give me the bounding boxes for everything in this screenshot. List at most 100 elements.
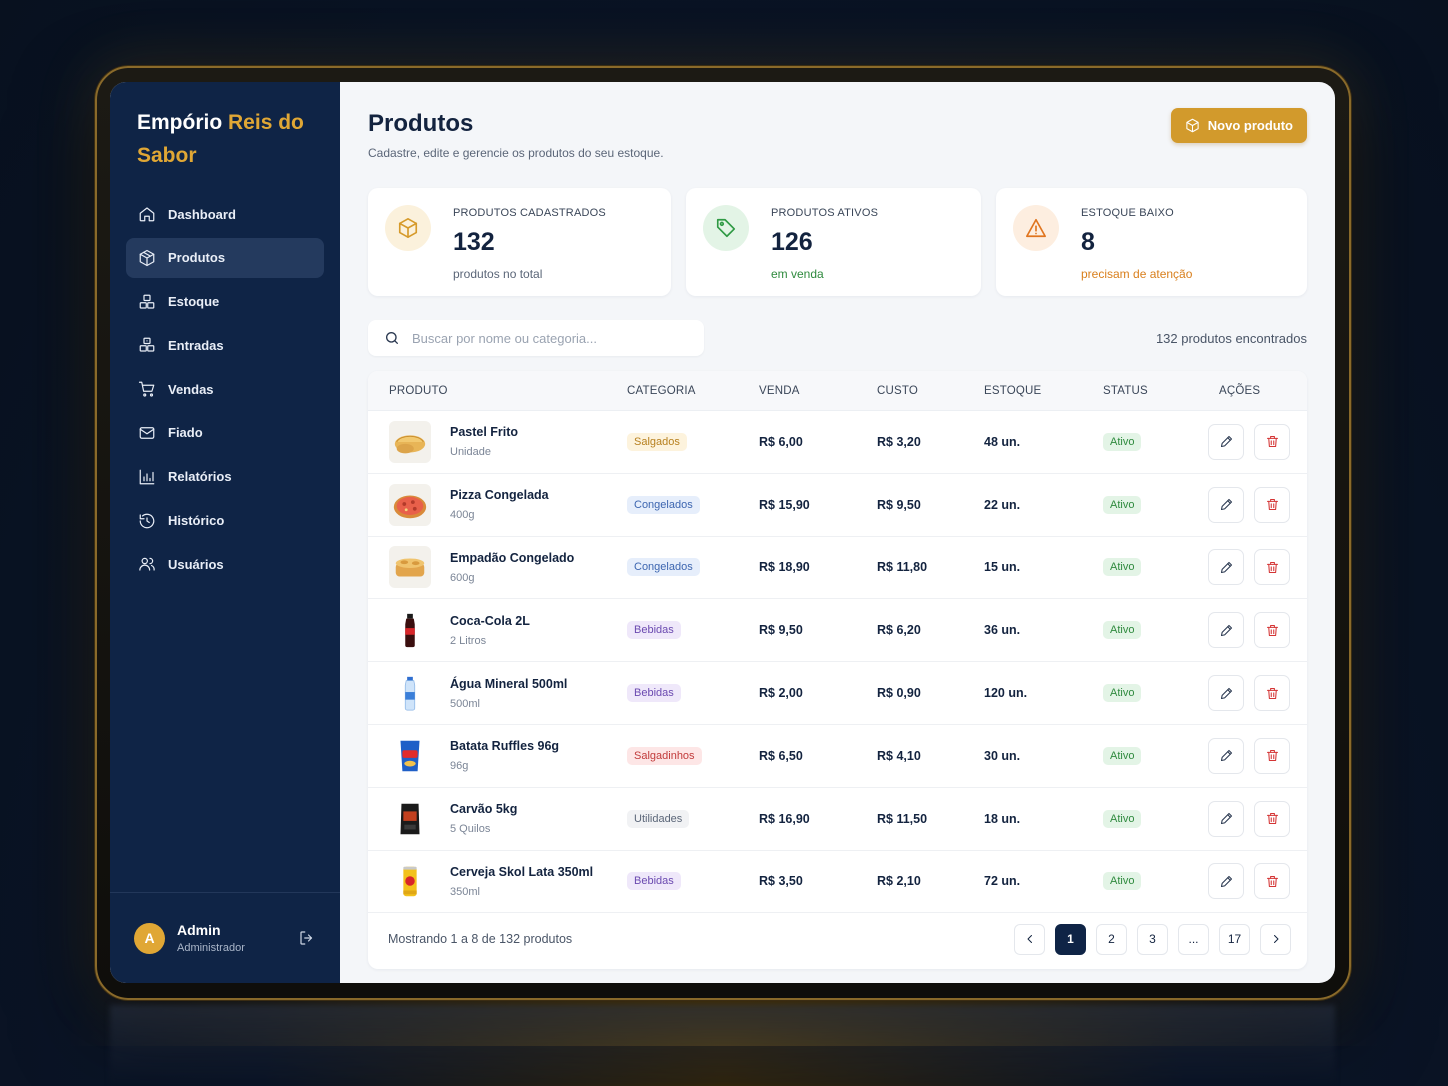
stock-cell: 72 un.: [984, 874, 1021, 889]
table-row[interactable]: Carvão 5kg 5 Quilos Utilidades R$ 16,90 …: [368, 788, 1307, 851]
brand-logo[interactable]: Empório Reis do Sabor: [110, 82, 340, 194]
delete-button[interactable]: [1254, 737, 1290, 774]
charcoal-bag-thumbnail: [389, 797, 431, 840]
page-button-1[interactable]: 1: [1055, 923, 1086, 955]
status-badge: Ativo: [1103, 621, 1142, 640]
stat-card-cadastrados: PRODUTOS CADASTRADOS 132 produtos no tot…: [368, 188, 671, 296]
brand-name-first: Empório: [137, 111, 229, 134]
column-header-venda[interactable]: VENDA: [759, 384, 800, 397]
sidebar-item-entradas[interactable]: Entradas: [126, 325, 324, 365]
status-badge: Ativo: [1103, 495, 1142, 514]
cart-icon: [138, 380, 156, 398]
sidebar-item-label: Relatórios: [168, 469, 232, 485]
pizza-thumbnail: [389, 483, 431, 526]
sidebar: Empório Reis do Sabor Dashboard Produtos…: [110, 82, 340, 983]
sidebar-item-label: Produtos: [168, 250, 226, 266]
edit-button[interactable]: [1208, 800, 1244, 837]
status-badge: Ativo: [1103, 558, 1142, 577]
sidebar-item-usuarios[interactable]: Usuários: [126, 544, 324, 584]
stock-cell: 120 un.: [984, 686, 1028, 701]
sidebar-item-fiado[interactable]: Fiado: [126, 413, 324, 453]
new-product-button[interactable]: Novo produto: [1170, 108, 1307, 143]
status-badge: Ativo: [1103, 432, 1142, 451]
page-button-2[interactable]: 2: [1096, 923, 1127, 955]
page-button-17[interactable]: 17: [1219, 923, 1250, 955]
stock-cell: 30 un.: [984, 748, 1021, 763]
delete-button[interactable]: [1254, 486, 1290, 523]
trash-icon: [1266, 561, 1278, 574]
table-row[interactable]: Batata Ruffles 96g 96g Salgadinhos R$ 6,…: [368, 725, 1307, 788]
table-row[interactable]: Empadão Congelado 600g Congelados R$ 18,…: [368, 537, 1307, 600]
chevron-left-icon: [1027, 935, 1032, 943]
column-header-categoria[interactable]: CATEGORIA: [627, 384, 696, 397]
prev-page-button[interactable]: [1014, 923, 1045, 955]
trash-icon: [1266, 499, 1278, 511]
warning-icon: [1013, 205, 1059, 251]
sidebar-item-historico[interactable]: Histórico: [126, 501, 324, 541]
edit-button[interactable]: [1208, 423, 1244, 460]
edit-button[interactable]: [1208, 549, 1244, 586]
delete-button[interactable]: [1254, 612, 1290, 649]
sidebar-item-dashboard[interactable]: Dashboard: [126, 194, 324, 234]
new-product-label: Novo produto: [1207, 118, 1293, 133]
brand-name-accent: Reis do Sabor: [137, 111, 304, 167]
users-icon: [138, 555, 156, 573]
delete-button[interactable]: [1254, 863, 1290, 900]
table-row[interactable]: Água Mineral 500ml 500ml Bebidas R$ 2,00…: [368, 662, 1307, 725]
edit-button[interactable]: [1208, 737, 1244, 774]
search-input[interactable]: [412, 330, 672, 346]
box-icon: [385, 205, 431, 251]
trash-icon: [1266, 436, 1278, 448]
tag-icon: [703, 205, 749, 251]
sidebar-item-label: Usuários: [168, 556, 224, 572]
logout-icon[interactable]: [298, 929, 316, 947]
sidebar-item-estoque[interactable]: Estoque: [126, 282, 324, 322]
delete-button[interactable]: [1254, 800, 1290, 837]
next-page-button[interactable]: [1260, 923, 1291, 955]
product-unit: 5 Quilos: [450, 823, 491, 836]
stat-note: em venda: [771, 267, 824, 281]
delete-button[interactable]: [1254, 549, 1290, 586]
empadao-thumbnail: [389, 546, 431, 589]
price-cell: R$ 3,50: [759, 874, 803, 889]
table-row[interactable]: Pizza Congelada 400g Congelados R$ 15,90…: [368, 474, 1307, 537]
sidebar-item-vendas[interactable]: Vendas: [126, 369, 324, 409]
column-header-status[interactable]: STATUS: [1103, 384, 1148, 397]
page-button-3[interactable]: 3: [1137, 923, 1168, 955]
table-header: PRODUTO CATEGORIA VENDA CUSTO ESTOQUE ST…: [368, 371, 1307, 411]
product-unit: 96g: [450, 760, 469, 773]
product-name: Cerveja Skol Lata 350ml: [450, 864, 594, 879]
stock-cell: 48 un.: [984, 434, 1021, 449]
table-row[interactable]: Cerveja Skol Lata 350ml 350ml Bebidas R$…: [368, 851, 1307, 914]
delete-button[interactable]: [1254, 423, 1290, 460]
edit-button[interactable]: [1208, 486, 1244, 523]
column-header-estoque[interactable]: ESTOQUE: [984, 384, 1042, 397]
edit-button[interactable]: [1208, 675, 1244, 712]
table-row[interactable]: Pastel Frito Unidade Salgados R$ 6,00 R$…: [368, 411, 1307, 474]
table-row[interactable]: Coca-Cola 2L 2 Litros Bebidas R$ 9,50 R$…: [368, 599, 1307, 663]
water-bottle-thumbnail: [389, 672, 431, 715]
product-unit: 500ml: [450, 697, 480, 710]
column-header-produto[interactable]: PRODUTO: [389, 384, 448, 397]
stat-card-estoque-baixo: ESTOQUE BAIXO 8 precisam de atenção: [996, 188, 1307, 296]
search-box: [368, 320, 704, 356]
product-name: Coca-Cola 2L: [450, 613, 530, 628]
product-unit: 350ml: [450, 885, 480, 898]
sidebar-item-relatorios[interactable]: Relatórios: [126, 457, 324, 497]
pencil-icon: [1220, 687, 1232, 699]
pencil-icon: [1220, 561, 1232, 574]
column-header-custo[interactable]: CUSTO: [877, 384, 919, 397]
delete-button[interactable]: [1254, 675, 1290, 712]
price-cell: R$ 6,50: [759, 748, 803, 763]
status-badge: Ativo: [1103, 809, 1142, 828]
price-cell: R$ 15,90: [759, 497, 810, 512]
sidebar-item-produtos[interactable]: Produtos: [126, 237, 324, 278]
user-role: Administrador: [177, 942, 245, 954]
edit-button[interactable]: [1208, 863, 1244, 900]
avatar[interactable]: A: [134, 922, 165, 954]
category-badge: Bebidas: [627, 684, 681, 703]
product-name: Batata Ruffles 96g: [450, 739, 560, 754]
home-icon: [138, 205, 156, 223]
status-badge: Ativo: [1103, 684, 1142, 703]
edit-button[interactable]: [1208, 612, 1244, 649]
